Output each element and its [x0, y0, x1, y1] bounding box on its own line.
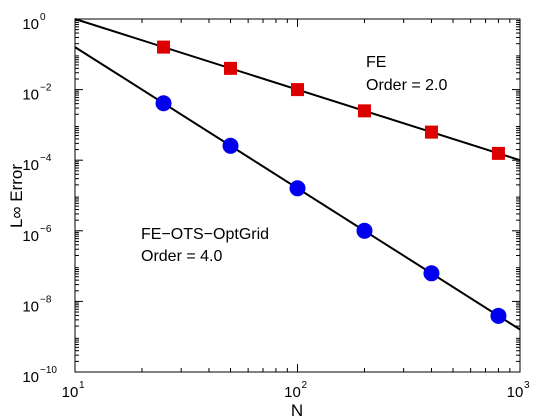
axis-ticks — [74, 18, 521, 373]
data-markers — [155, 40, 507, 324]
x-tick-label: 10 — [62, 384, 79, 401]
y-tick-exponent: 0 — [40, 12, 46, 23]
y-tick-label: 10 — [22, 369, 39, 386]
y-tick-exponent: −10 — [40, 365, 57, 376]
y-tick-exponent: −2 — [40, 83, 52, 94]
square-marker — [357, 104, 371, 118]
x-tick-label: 10 — [507, 384, 524, 401]
circle-marker — [490, 307, 507, 324]
square-marker — [224, 61, 238, 75]
circle-marker — [423, 265, 440, 282]
tick-labels: 10 1 10 2 10 310 010 −210 −410 −610 −810 −10 — [22, 12, 530, 401]
circle-marker — [356, 222, 373, 239]
y-tick-label: 10 — [22, 16, 39, 33]
square-marker — [491, 146, 505, 160]
square-marker — [291, 83, 304, 97]
fe-annotation-order: Order = 2.0 — [366, 77, 447, 94]
fe-annotation-name: FE — [366, 54, 386, 71]
y-tick-exponent: −8 — [40, 294, 52, 305]
square-marker — [424, 125, 438, 139]
y-tick-label: 10 — [22, 157, 39, 174]
y-axis-label: L∞ Error — [7, 164, 26, 228]
y-tick-exponent: −6 — [40, 224, 52, 235]
circle-marker — [155, 95, 172, 112]
fe-ots-annotation-name: FE−OTS−OptGrid — [141, 226, 269, 243]
x-tick-exponent: 3 — [524, 380, 530, 391]
x-tick-exponent: 2 — [302, 380, 308, 391]
fe-ots-annotation-order: Order = 4.0 — [141, 248, 222, 265]
y-tick-label: 10 — [22, 298, 39, 315]
y-tick-label: 10 — [22, 228, 39, 245]
circle-marker — [222, 137, 239, 154]
x-axis-label: N — [291, 401, 303, 420]
y-tick-exponent: −4 — [40, 153, 52, 164]
circle-marker — [289, 180, 306, 197]
x-tick-label: 10 — [284, 384, 301, 401]
x-tick-exponent: 1 — [79, 380, 85, 391]
y-tick-label: 10 — [22, 87, 39, 104]
square-marker — [157, 40, 171, 54]
